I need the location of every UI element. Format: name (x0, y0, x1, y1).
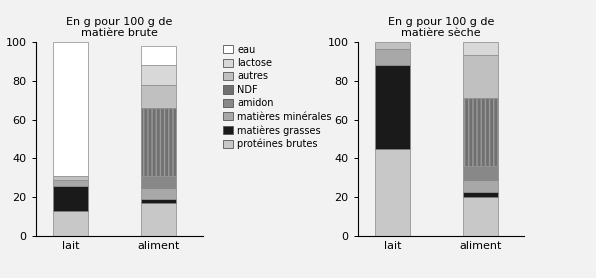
Bar (141, 108, 176, 176)
Bar (463, 197, 498, 236)
Bar (141, 108, 176, 176)
Bar (463, 98, 498, 166)
Bar (53, 211, 88, 236)
Title: En g pour 100 g de
matière sèche: En g pour 100 g de matière sèche (388, 17, 494, 38)
Bar (375, 149, 410, 236)
Bar (375, 42, 410, 49)
Bar (141, 85, 176, 108)
Bar (463, 166, 498, 180)
Bar (141, 46, 176, 65)
Bar (463, 180, 498, 192)
Bar (141, 188, 176, 199)
Bar (463, 55, 498, 98)
Bar (53, 186, 88, 211)
Bar (53, 176, 88, 180)
Legend: eau, lactose, autres, NDF, amidon, matières minérales, matières grasses, protéin: eau, lactose, autres, NDF, amidon, matiè… (221, 43, 334, 152)
Bar (463, 42, 498, 55)
Bar (463, 98, 498, 166)
Bar (53, 42, 88, 176)
Bar (53, 180, 88, 186)
Title: En g pour 100 g de
matière brute: En g pour 100 g de matière brute (66, 17, 172, 38)
Bar (463, 192, 498, 197)
Bar (141, 65, 176, 85)
Bar (375, 49, 410, 65)
Bar (141, 176, 176, 188)
Bar (141, 199, 176, 203)
Bar (141, 203, 176, 236)
Bar (375, 65, 410, 149)
